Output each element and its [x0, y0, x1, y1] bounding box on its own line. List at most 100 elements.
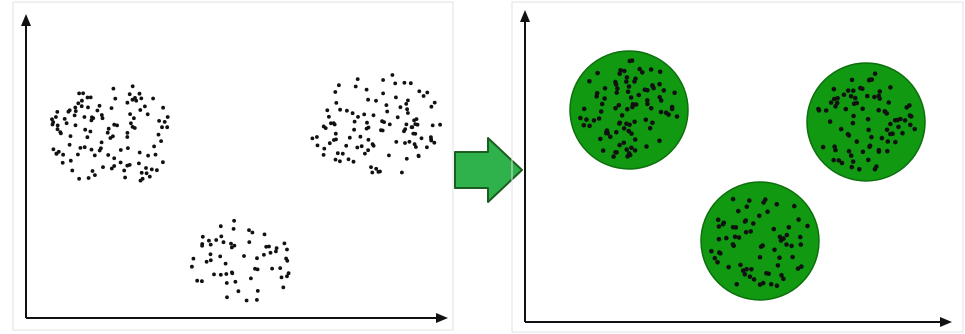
data-point [650, 120, 655, 126]
right-arrow-icon [454, 137, 523, 203]
data-point [374, 166, 379, 171]
data-point [212, 272, 216, 277]
data-point [425, 90, 430, 95]
data-point [604, 130, 609, 136]
cluster-region [806, 62, 926, 182]
data-point [200, 279, 204, 284]
data-point [841, 92, 847, 98]
data-point [798, 234, 803, 240]
data-point [81, 91, 85, 96]
data-point [381, 91, 385, 96]
data-point [836, 158, 842, 163]
data-point [279, 275, 284, 280]
data-point [764, 270, 769, 276]
data-point [83, 127, 88, 132]
data-point [200, 234, 205, 239]
data-point [86, 105, 90, 110]
data-point [137, 150, 142, 155]
data-point [765, 209, 770, 214]
data-point [896, 124, 901, 130]
data-point [777, 255, 782, 260]
data-point [118, 160, 123, 165]
data-point [869, 77, 875, 82]
data-point [262, 232, 267, 237]
data-point [645, 88, 650, 93]
data-point [82, 115, 87, 119]
data-point [146, 153, 151, 158]
data-point [333, 157, 338, 162]
data-point [417, 89, 422, 94]
data-point [658, 109, 664, 115]
data-point [404, 122, 409, 127]
data-point [89, 118, 94, 123]
data-point [221, 240, 226, 245]
data-point [390, 73, 395, 77]
data-point [640, 70, 645, 75]
data-point [715, 217, 721, 223]
data-point [627, 58, 633, 64]
data-point [282, 241, 287, 246]
data-point [624, 121, 629, 126]
data-point [381, 78, 385, 82]
data-point [161, 160, 165, 165]
data-point [137, 161, 141, 166]
data-point [364, 126, 369, 131]
data-point [645, 101, 650, 107]
data-point [378, 169, 382, 174]
data-point [58, 130, 63, 135]
data-point [111, 134, 115, 139]
data-point [438, 122, 442, 127]
data-point [591, 118, 597, 123]
data-point [410, 125, 415, 130]
data-point [55, 110, 60, 114]
data-point [332, 138, 336, 142]
data-point [747, 198, 752, 203]
data-point [384, 103, 389, 107]
data-point [101, 165, 105, 170]
data-point [67, 142, 72, 147]
data-point [54, 115, 58, 119]
data-point [621, 126, 627, 131]
data-point [125, 100, 130, 105]
data-point [823, 108, 829, 113]
axis-arrowhead-up [520, 10, 530, 22]
data-point [865, 117, 871, 122]
data-point [156, 132, 161, 137]
data-point [425, 145, 429, 150]
data-point [828, 100, 834, 105]
data-point [218, 254, 223, 259]
data-point [608, 134, 613, 140]
data-point [127, 92, 132, 97]
data-point [113, 96, 118, 101]
data-point [637, 66, 642, 72]
data-point [798, 242, 804, 247]
data-point [416, 153, 421, 158]
data-point [82, 145, 87, 150]
data-point [244, 298, 249, 303]
data-point [95, 108, 100, 113]
data-point [144, 166, 148, 170]
data-point [712, 255, 718, 261]
data-point [68, 158, 73, 163]
data-point [250, 230, 255, 235]
data-point [838, 126, 844, 132]
data-point [404, 102, 409, 106]
data-point [76, 101, 81, 106]
data-point [831, 86, 837, 92]
data-point [831, 157, 836, 163]
data-point [796, 217, 801, 222]
data-point [106, 153, 111, 157]
data-point [614, 90, 619, 95]
data-point [161, 105, 166, 110]
data-point [286, 271, 291, 276]
unclustered-data-panel [12, 1, 454, 331]
data-point [900, 130, 905, 136]
data-point [335, 151, 340, 156]
data-point [833, 104, 838, 109]
data-point [730, 196, 736, 202]
data-point [109, 106, 114, 110]
data-point [627, 152, 633, 158]
data-point [602, 86, 608, 91]
data-point [904, 105, 909, 110]
data-point [322, 146, 327, 151]
